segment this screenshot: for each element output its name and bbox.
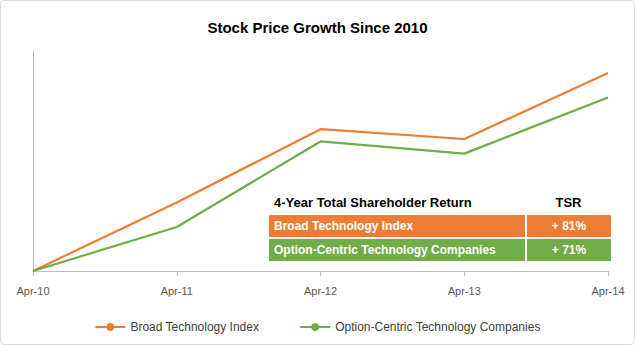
html-text:Broad Technology Index: Broad Technology Index [274,219,414,233]
svg-text:Apr-12: Apr-12 [304,285,337,297]
html-text:+ 81%: + 81% [551,219,587,233]
svg-text:Apr-13: Apr-13 [448,285,481,297]
svg-text:Apr-11: Apr-11 [161,285,193,297]
html-text:Option-Centric Technology Comp: Option-Centric Technology Companies [274,243,496,257]
html-text:4-Year Total Shareholder Retur: 4-Year Total Shareholder Return [274,194,472,210]
svg-text:Apr-14: Apr-14 [591,285,624,297]
svg-text:Apr-10: Apr-10 [16,285,49,297]
svg-text:Option-Centric Technology Comp: Option-Centric Technology Companies [335,320,540,334]
html-text:+ 71%: + 71% [551,243,587,257]
svg-text:Broad Technology Index: Broad Technology Index [130,320,259,334]
html-text:TSR: TSR [555,194,582,210]
svg-text:Stock Price Growth Since 2010: Stock Price Growth Since 2010 [207,19,427,36]
